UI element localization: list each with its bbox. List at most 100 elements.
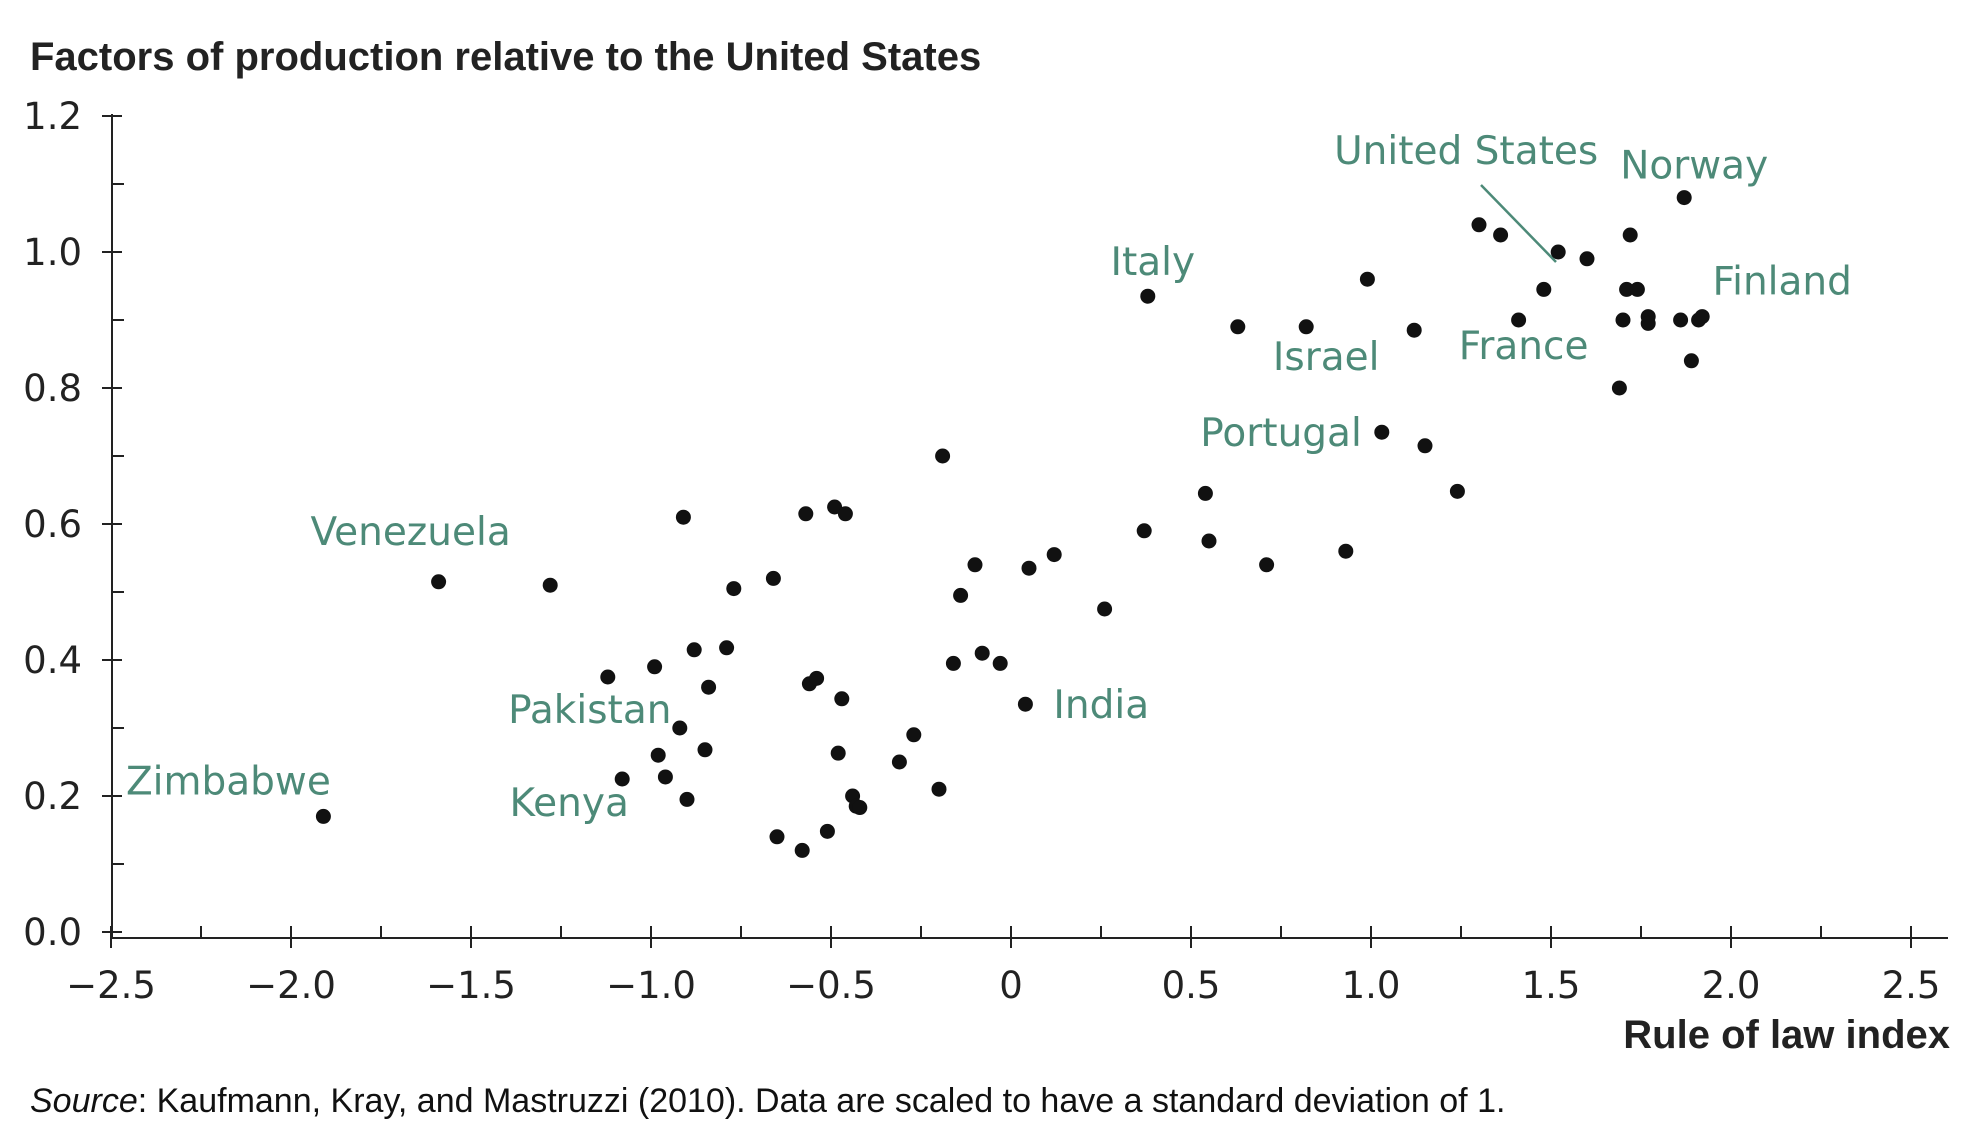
x-tick-label: 2.5	[1882, 964, 1941, 1007]
data-point	[1615, 312, 1631, 328]
data-point	[1259, 557, 1275, 573]
data-point	[315, 808, 331, 824]
data-point	[819, 823, 835, 839]
data-point	[1021, 560, 1037, 576]
data-point	[675, 509, 691, 525]
data-point	[935, 448, 951, 464]
country-label-united-states: United States	[1334, 129, 1598, 174]
data-point	[1017, 696, 1033, 712]
data-point	[1694, 309, 1710, 325]
data-point	[945, 655, 961, 671]
data-point	[769, 829, 785, 845]
data-point	[431, 574, 447, 590]
country-label-zimbabwe: Zimbabwe	[126, 759, 331, 804]
data-point	[1676, 190, 1692, 206]
country-label-pakistan: Pakistan	[508, 688, 671, 733]
chart-title: Factors of production relative to the Un…	[30, 35, 981, 79]
y-tick-label: 0.4	[23, 639, 82, 682]
data-point	[1046, 547, 1062, 563]
country-label-venezuela: Venezuela	[310, 510, 510, 555]
y-axis-ticks: 0.0 0.2 0.4 0.6 0.8 1.0 1.2	[23, 95, 124, 954]
y-tick-label: 1.0	[23, 231, 82, 274]
x-tick-label: −1.5	[426, 964, 516, 1007]
data-point	[1298, 319, 1314, 335]
data-point	[809, 670, 825, 686]
data-point	[1536, 281, 1552, 297]
source-text: : Kaufmann, Kray, and Mastruzzi (2010). …	[137, 1082, 1506, 1120]
data-point	[1097, 601, 1113, 617]
data-point	[719, 640, 735, 656]
y-tick-label: 0.2	[23, 775, 82, 818]
x-tick-label: 0	[999, 964, 1023, 1007]
x-tick-label: 1.0	[1342, 964, 1401, 1007]
data-point	[650, 747, 666, 763]
y-tick-label: 1.2	[23, 95, 82, 138]
data-point	[931, 781, 947, 797]
data-point	[679, 791, 695, 807]
data-point	[657, 769, 673, 785]
data-point	[1140, 288, 1156, 304]
data-point	[542, 577, 558, 593]
data-point	[830, 745, 846, 761]
x-axis-ticks: −2.5 −2.0 −1.5 −1.0 −0.5 0 0.5 1.0 1.5 2.0 2.5	[66, 926, 1940, 1007]
x-tick-label: 1.5	[1522, 964, 1581, 1007]
data-point	[1406, 322, 1422, 338]
data-point	[1619, 281, 1635, 297]
country-label-italy: Italy	[1110, 240, 1195, 285]
united-states-leader-line	[1480, 184, 1557, 263]
country-label-finland: Finland	[1713, 260, 1852, 305]
data-point	[1611, 380, 1627, 396]
data-point	[1359, 271, 1375, 287]
data-point	[1579, 251, 1595, 267]
data-point	[1449, 483, 1465, 499]
x-tick-label: −2.0	[246, 964, 336, 1007]
data-point	[852, 800, 868, 816]
data-point	[891, 754, 907, 770]
source-note: Source: Kaufmann, Kray, and Mastruzzi (2…	[30, 1082, 1505, 1121]
data-point	[1230, 319, 1246, 335]
source-label: Source	[30, 1082, 138, 1120]
data-point	[701, 679, 717, 695]
data-point	[686, 642, 702, 658]
data-point	[1640, 315, 1656, 331]
y-tick-label: 0.6	[23, 503, 82, 546]
data-point	[967, 557, 983, 573]
data-point	[827, 499, 843, 515]
x-tick-label: 0.5	[1162, 964, 1221, 1007]
data-point	[1493, 227, 1509, 243]
country-label-portugal: Portugal	[1200, 411, 1362, 456]
data-point	[1629, 281, 1645, 297]
data-point	[837, 506, 853, 522]
data-point	[1550, 244, 1566, 260]
data-point	[974, 645, 990, 661]
data-point	[1471, 217, 1487, 233]
x-tick-label: −2.5	[66, 964, 156, 1007]
country-label-norway: Norway	[1620, 144, 1768, 189]
country-label-india: India	[1053, 683, 1149, 728]
data-point	[798, 506, 814, 522]
data-point	[1511, 312, 1527, 328]
data-point	[726, 581, 742, 597]
data-point	[1136, 523, 1152, 539]
data-point	[697, 742, 713, 758]
data-point	[647, 659, 663, 675]
y-tick-label: 0.8	[23, 367, 82, 410]
data-point	[1417, 438, 1433, 454]
data-point	[834, 691, 850, 707]
x-tick-label: 2.0	[1702, 964, 1761, 1007]
data-point	[1683, 353, 1699, 369]
data-point	[1673, 312, 1689, 328]
data-point	[1201, 533, 1217, 549]
country-labels: Zimbabwe Venezuela Pakistan Kenya India Italy…	[126, 129, 1852, 826]
data-point	[1374, 424, 1390, 440]
country-label-france: France	[1459, 324, 1589, 369]
data-point	[765, 570, 781, 586]
data-point	[1338, 543, 1354, 559]
x-axis-label: Rule of law index	[1623, 1013, 1950, 1057]
data-point	[672, 720, 688, 736]
data-point	[614, 771, 630, 787]
country-label-israel: Israel	[1273, 335, 1380, 380]
data-point	[600, 669, 616, 685]
data-point	[953, 587, 969, 603]
